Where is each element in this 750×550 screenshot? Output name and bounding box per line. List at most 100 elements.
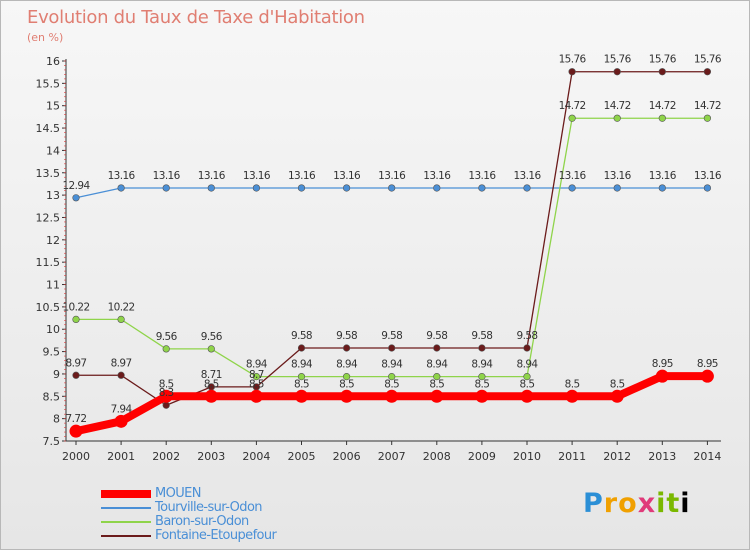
legend-label: Fontaine-Etoupefour bbox=[155, 528, 277, 543]
data-label: 15.76 bbox=[559, 54, 587, 66]
x-tick-label: 2001 bbox=[107, 450, 135, 463]
data-point bbox=[388, 344, 396, 352]
legend-item: MOUEN bbox=[101, 487, 276, 501]
y-tick-label: 14 bbox=[46, 144, 60, 157]
data-point bbox=[520, 389, 534, 403]
data-label: 8.97 bbox=[111, 357, 132, 369]
series-line-fontaine-etoupefour bbox=[75, 71, 709, 406]
data-point bbox=[568, 68, 576, 76]
data-label: 13.16 bbox=[288, 170, 316, 182]
legend-label: Baron-sur-Odon bbox=[155, 514, 249, 529]
data-label: 8.94 bbox=[426, 359, 448, 371]
data-label: 8.5 bbox=[474, 378, 489, 390]
chart-title: Evolution du Taux de Taxe d'Habitation bbox=[27, 7, 365, 28]
data-label: 8.71 bbox=[201, 369, 222, 381]
x-tick-label: 2011 bbox=[558, 450, 586, 463]
data-label: 9.56 bbox=[156, 331, 178, 343]
data-label: 13.16 bbox=[333, 170, 361, 182]
y-tick-label: 12.5 bbox=[36, 211, 61, 224]
y-tick-label: 10.5 bbox=[36, 301, 61, 314]
data-point bbox=[613, 184, 621, 192]
y-tick-label: 13 bbox=[46, 189, 60, 202]
x-tick-label: 2005 bbox=[288, 450, 316, 463]
y-tick-label: 7.5 bbox=[43, 435, 61, 448]
data-label: 13.16 bbox=[694, 170, 722, 182]
data-point bbox=[610, 389, 624, 403]
data-point bbox=[343, 344, 351, 352]
data-point bbox=[430, 389, 444, 403]
data-point bbox=[385, 389, 399, 403]
data-label: 9.58 bbox=[426, 330, 447, 342]
legend-swatch bbox=[101, 521, 151, 523]
data-label: 15.76 bbox=[694, 54, 722, 66]
data-point bbox=[565, 389, 579, 403]
data-label: 13.16 bbox=[423, 170, 451, 182]
data-label: 14.72 bbox=[649, 100, 676, 112]
legend-item: Baron-sur-Odon bbox=[101, 515, 276, 529]
data-point bbox=[478, 373, 486, 381]
data-point bbox=[343, 373, 351, 381]
y-tick-label: 16 bbox=[46, 55, 60, 68]
x-tick-label: 2010 bbox=[513, 450, 541, 463]
data-point bbox=[72, 194, 80, 202]
data-label: 8.5 bbox=[204, 378, 219, 390]
data-label: 9.56 bbox=[201, 331, 223, 343]
data-label: 8.94 bbox=[336, 359, 358, 371]
y-tick-label: 13.5 bbox=[36, 167, 61, 180]
data-point bbox=[568, 114, 576, 122]
data-point bbox=[249, 389, 263, 403]
x-tick-label: 2013 bbox=[648, 450, 676, 463]
data-label: 8.7 bbox=[249, 369, 264, 381]
data-point bbox=[207, 184, 215, 192]
data-label: 8.5 bbox=[339, 378, 354, 390]
data-point bbox=[159, 389, 173, 403]
data-label: 8.94 bbox=[381, 359, 403, 371]
data-point bbox=[207, 345, 215, 353]
x-tick-label: 2007 bbox=[378, 450, 406, 463]
data-point bbox=[72, 371, 80, 379]
x-tick-label: 2003 bbox=[197, 450, 225, 463]
data-label: 8.5 bbox=[520, 378, 535, 390]
data-point bbox=[297, 373, 306, 381]
data-point bbox=[658, 114, 666, 122]
data-label: 8.97 bbox=[66, 357, 87, 369]
data-point bbox=[613, 114, 621, 122]
data-point bbox=[388, 184, 396, 192]
x-tick-label: 2014 bbox=[693, 450, 721, 463]
data-point bbox=[658, 68, 666, 76]
data-point bbox=[475, 389, 489, 403]
data-label: 9.58 bbox=[336, 330, 357, 342]
legend-item: Tourville-sur-Odon bbox=[101, 501, 276, 515]
x-tick-label: 2006 bbox=[333, 450, 361, 463]
data-point bbox=[69, 424, 83, 438]
data-label: 10.22 bbox=[62, 301, 89, 313]
y-tick-label: 11 bbox=[46, 279, 60, 292]
data-point bbox=[297, 184, 306, 192]
data-point bbox=[613, 68, 621, 76]
data-point bbox=[433, 344, 441, 352]
data-label: 12.94 bbox=[62, 180, 90, 192]
data-label: 8.95 bbox=[652, 358, 673, 370]
data-point bbox=[117, 184, 125, 192]
data-label: 8.94 bbox=[471, 359, 493, 371]
x-tick-label: 2009 bbox=[468, 450, 496, 463]
data-point bbox=[162, 184, 170, 192]
data-point bbox=[340, 389, 354, 403]
data-point bbox=[655, 369, 669, 383]
data-label: 13.16 bbox=[604, 170, 632, 182]
data-point bbox=[703, 114, 712, 122]
data-point bbox=[523, 344, 531, 352]
data-label: 9.58 bbox=[517, 330, 538, 342]
data-label: 13.16 bbox=[649, 170, 677, 182]
legend-swatch bbox=[101, 507, 151, 509]
data-point bbox=[703, 68, 712, 76]
data-point bbox=[568, 184, 576, 192]
x-tick-label: 2002 bbox=[152, 450, 180, 463]
data-label: 7.94 bbox=[111, 403, 133, 415]
data-point bbox=[297, 344, 306, 352]
data-point bbox=[478, 184, 486, 192]
proxiti-logo: Proxiti bbox=[583, 488, 691, 519]
y-tick-label: 9 bbox=[53, 368, 60, 381]
data-point bbox=[523, 373, 531, 381]
